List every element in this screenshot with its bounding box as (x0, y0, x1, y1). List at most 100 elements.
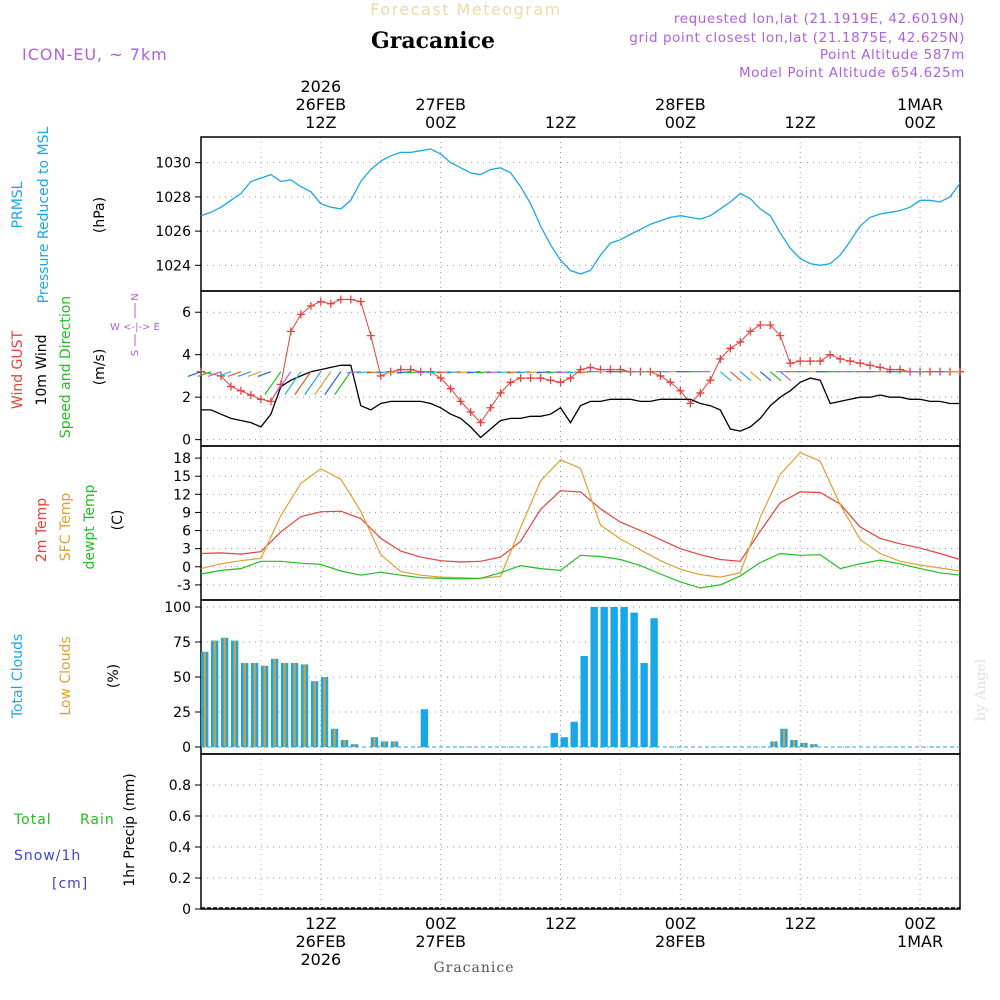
wind-speed-line (201, 364, 960, 439)
wind-direction-arrow (217, 371, 232, 378)
clouds-ytick-label: 25 (173, 705, 191, 721)
gust-marker (496, 388, 505, 397)
temperature-ytick-label: 0 (182, 560, 191, 576)
wind-ytick-label: 4 (182, 348, 191, 364)
gust-line (200, 299, 960, 424)
total-cloud-bar (610, 607, 618, 747)
top-axis-label: 2026 (300, 77, 341, 96)
wind-direction-arrow (719, 371, 732, 382)
temperature-ytick-label: 15 (173, 469, 191, 485)
wind-direction-arrow (436, 371, 451, 374)
prmsl-unit-label: (hPa) (92, 197, 108, 233)
gust-marker (876, 363, 885, 372)
gust-marker (566, 374, 575, 383)
gust-label: Wind GUST (10, 330, 26, 409)
temp2m-label: 2m Temp (34, 498, 50, 562)
low-cloud-bar (253, 663, 256, 747)
gust-marker (796, 357, 805, 366)
gust-marker (546, 376, 555, 385)
wind-direction-arrow (366, 371, 381, 374)
pressure-ytick-label: 1028 (155, 190, 191, 206)
wind-direction-arrow (356, 371, 371, 374)
top-axis-label: 28FEB (655, 95, 706, 114)
wind-direction-arrow (739, 371, 752, 382)
low-cloud-bar (802, 742, 806, 747)
gust-marker (816, 357, 825, 366)
wind-direction-arrow (779, 371, 792, 382)
bottom-axis-label: 27FEB (415, 932, 466, 951)
snow-label: Snow/1h (14, 848, 81, 864)
clouds-ytick-label: 0 (182, 740, 191, 756)
low-cloud-bar (213, 640, 216, 747)
gust-marker (606, 365, 615, 374)
gust-marker (326, 299, 335, 308)
wind-direction-arrow (516, 371, 531, 374)
gust-marker (686, 399, 695, 408)
dewpt-label: dewpt Temp (82, 484, 98, 569)
low-cloud-bar (782, 728, 786, 747)
prmsl-label: PRMSL (10, 181, 26, 228)
low-cloud-bar (792, 740, 796, 747)
total-cloud-bar (580, 656, 588, 747)
bottom-axis-label: 12Z (785, 914, 816, 933)
low-cloud-bar (313, 681, 316, 747)
gust-marker (586, 363, 595, 372)
total-cloud-bar (600, 607, 608, 747)
wind-dir-label: Speed and Direction (58, 296, 74, 438)
wind10m-label: 10m Wind (34, 334, 50, 405)
bottom-axis-label: 2026 (300, 950, 341, 969)
total-cloud-bar (550, 733, 558, 747)
gust-marker (446, 384, 455, 393)
gust-marker (666, 378, 675, 387)
wind-direction-arrow (466, 371, 481, 374)
precip-panel: 0 0.2 0.4 0.6 0.8 (169, 753, 961, 918)
total-cloud-bar (650, 618, 658, 747)
sfc-temp-label: SFC Temp (58, 493, 74, 562)
bottom-axis-label: 1MAR (897, 932, 943, 951)
low-cloud-bar (273, 658, 276, 747)
wind-direction-arrow (426, 371, 441, 374)
wind-direction-arrow (396, 371, 411, 374)
compass-s: S (130, 350, 141, 356)
temperature-ytick-label: 3 (182, 542, 191, 558)
gust-marker (856, 359, 865, 368)
top-axis-label: 00Z (904, 113, 935, 132)
gust-marker (896, 365, 905, 374)
total-label: Total (13, 812, 52, 828)
gust-marker (466, 408, 475, 417)
grid-point-coords: grid point closest lon,lat (21.1875E, 42… (629, 30, 965, 46)
gust-marker (506, 378, 515, 387)
wind-direction-arrow (506, 371, 521, 374)
wind-direction-arrow (386, 371, 401, 374)
low-cloud-bar (263, 665, 266, 747)
total-cloud-bar (630, 612, 638, 747)
gust-marker (336, 295, 345, 304)
gust-marker (736, 337, 745, 346)
gust-marker (836, 354, 845, 363)
gust-marker (706, 376, 715, 385)
gust-marker (746, 327, 755, 336)
wind-direction-arrow (729, 371, 742, 382)
location-name: Gracanice (371, 28, 495, 54)
wind-ytick-label: 6 (182, 305, 191, 321)
wind-direction-arrow (284, 371, 302, 395)
wind-panel: 0 2 4 6 (182, 290, 964, 449)
clouds-panel: 0 25 50 75 100 (164, 599, 961, 756)
wind-ytick-label: 2 (182, 390, 191, 406)
gust-marker (656, 371, 665, 380)
clouds-ytick-label: 75 (173, 635, 191, 651)
gust-marker (266, 397, 275, 406)
temperature-ytick-label: -3 (177, 578, 191, 594)
wind-direction-arrow (207, 371, 222, 378)
temperature-panel: -3 0 3 6 9 12 15 18 (173, 445, 961, 601)
total-cloud-bar (590, 607, 598, 747)
low-cloud-bar (393, 741, 396, 747)
wind-direction-arrow (566, 371, 581, 374)
bottom-axis-label: 28FEB (655, 932, 706, 951)
wind-direction-arrow (536, 371, 551, 374)
gust-marker (756, 320, 765, 329)
gust-marker (526, 374, 535, 383)
gust-marker (356, 297, 365, 306)
wind-direction-arrow (456, 371, 471, 374)
pressure-ytick-label: 1026 (155, 224, 191, 240)
